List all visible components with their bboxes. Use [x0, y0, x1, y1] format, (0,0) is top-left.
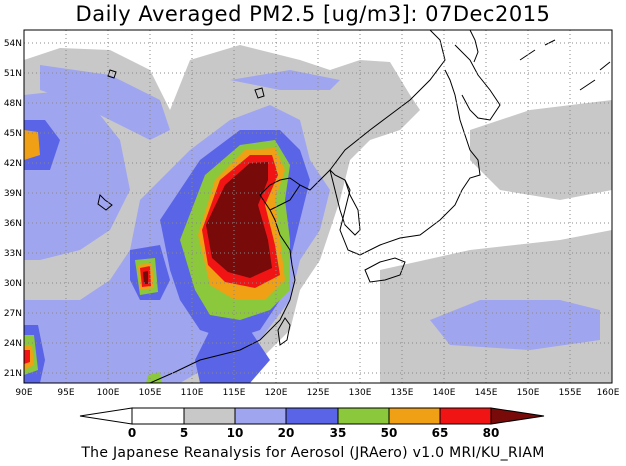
coastline-lake-1	[97, 194, 113, 211]
contour-5-10-b	[470, 100, 612, 200]
lon-tick-label: 100E	[97, 388, 120, 398]
colorbar-bin-5-10	[183, 407, 236, 425]
lon-tick-label: 145E	[475, 388, 498, 398]
map-title: Daily Averaged PM2.5 [ug/m3]: 07Dec2015	[75, 2, 551, 26]
lat-tick-label: 51N	[4, 69, 22, 79]
coastline-taiwan	[277, 317, 291, 346]
lon-tick-label: 160E	[597, 388, 620, 398]
contour-10-20-e	[230, 70, 340, 90]
lat-tick-label: 36N	[4, 219, 22, 229]
colorbar-label: 35	[330, 426, 347, 440]
contour-20-35-e	[195, 330, 270, 383]
lat-tick-label: 21N	[4, 369, 22, 379]
contour-50-65-b	[24, 130, 40, 160]
contour-5-10-d	[360, 100, 400, 135]
lon-tick-label: 135E	[391, 388, 414, 398]
contour-65-80-c	[24, 350, 30, 364]
coastline-sakhalin	[469, 30, 479, 63]
pm25-contours	[24, 30, 612, 383]
lon-tick-label: 95E	[57, 388, 74, 398]
colorbar-label: 50	[381, 426, 398, 440]
coastline-hokkaido	[454, 44, 501, 121]
lat-tick-label: 30N	[4, 279, 22, 289]
colorbar-label: 5	[180, 426, 188, 440]
colorbar-label: 65	[432, 426, 449, 440]
lat-tick-label: 33N	[4, 249, 22, 259]
colorbar-below	[79, 407, 133, 425]
lat-tick-label: 45N	[4, 129, 22, 139]
contour-above-80	[206, 162, 272, 278]
lat-tick-label: 54N	[4, 39, 22, 49]
map-frame	[23, 29, 613, 384]
colorbar-label: 0	[128, 426, 136, 440]
lon-tick-label: 140E	[433, 388, 456, 398]
grid-lines	[24, 30, 612, 383]
coastline-japan-south	[364, 257, 406, 283]
contour-above-80-b	[143, 271, 148, 284]
lon-tick-label: 130E	[349, 388, 372, 398]
lon-tick-label: 150E	[517, 388, 540, 398]
lat-tick-label: 42N	[4, 159, 22, 169]
colorbar-label: 80	[483, 426, 500, 440]
colorbar-bin-10-20	[234, 407, 287, 425]
lon-tick-label: 105E	[139, 388, 162, 398]
colorbar-above	[490, 407, 545, 425]
colorbar	[79, 407, 545, 425]
lon-tick-label: 155E	[559, 388, 582, 398]
lon-tick-label: 125E	[307, 388, 330, 398]
lat-tick-labels: 21N 24N 27N 30N 33N 36N 39N 42N 45N 48N …	[4, 39, 22, 379]
coastline-lake-2	[107, 69, 117, 79]
lon-tick-label: 115E	[223, 388, 246, 398]
lon-tick-labels: 90E 95E 100E 105E 110E 115E 120E 125E 13…	[15, 388, 619, 398]
coastline-korea	[329, 169, 361, 236]
colorbar-bin-0-5	[131, 407, 185, 425]
lat-tick-label: 27N	[4, 309, 22, 319]
lat-tick-label: 39N	[4, 189, 22, 199]
colorbar-bin-65-80	[439, 407, 492, 425]
colorbar-bin-20-35	[285, 407, 339, 425]
coastline-russia	[329, 30, 446, 171]
colorbar-label: 10	[227, 426, 244, 440]
lon-tick-label: 120E	[265, 388, 288, 398]
lon-tick-label: 90E	[15, 388, 32, 398]
lon-tick-label: 110E	[181, 388, 204, 398]
colorbar-bin-50-65	[388, 407, 441, 425]
lat-tick-label: 48N	[4, 99, 22, 109]
coastline-lake-3	[254, 87, 265, 99]
lat-tick-label: 24N	[4, 339, 22, 349]
colorbar-label: 20	[278, 426, 295, 440]
coastline-bohai	[259, 177, 301, 211]
colorbar-labels: 0 5 10 20 35 50 65 80	[128, 426, 500, 440]
credit-line: The Japanese Reanalysis for Aerosol (JRA…	[81, 445, 545, 461]
colorbar-bin-35-50	[337, 407, 390, 425]
coastline-japan-honshu	[359, 69, 481, 256]
